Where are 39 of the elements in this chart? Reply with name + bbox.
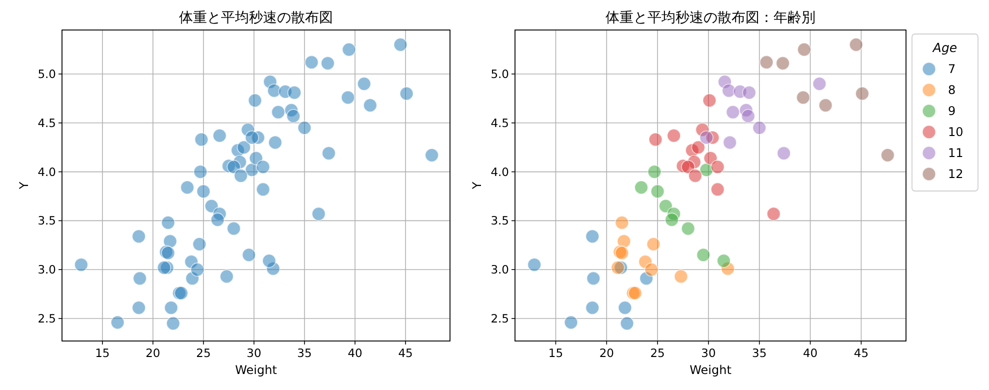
y-axis-title: Y xyxy=(470,181,484,190)
x-tick-label: 45 xyxy=(854,346,869,360)
x-tick-label: 40 xyxy=(802,346,818,360)
y-tick-label: 4.5 xyxy=(38,116,56,130)
x-tick-label: 20 xyxy=(599,346,614,360)
x-tick-label: 25 xyxy=(650,346,665,360)
y-tick-label: 4.5 xyxy=(490,116,509,130)
x-tick-label: 35 xyxy=(752,346,767,360)
legend-label: 10 xyxy=(948,125,964,139)
y-tick-label: 5.0 xyxy=(38,67,56,82)
y-tick-label: 3.5 xyxy=(38,214,56,228)
legend-label: 11 xyxy=(948,146,964,160)
x-axis-title: Weight xyxy=(235,363,278,377)
x-tick-label: 15 xyxy=(95,346,110,360)
chart-title: 体重と平均秒速の散布図 xyxy=(179,10,333,26)
y-tick-label: 3.0 xyxy=(490,262,509,277)
x-tick-label: 40 xyxy=(348,346,362,360)
legend-label: 8 xyxy=(948,83,956,97)
y-axis-title: Y xyxy=(17,181,31,190)
y-tick-label: 3.0 xyxy=(38,262,56,277)
legend-label: 12 xyxy=(948,167,964,181)
x-tick-label: 30 xyxy=(701,346,716,360)
legend-label: 7 xyxy=(948,62,956,76)
y-tick-label: 4.0 xyxy=(490,164,509,179)
chart-title: 体重と平均秒速の散布図：年齢別 xyxy=(606,10,816,26)
y-tick-label: 5.0 xyxy=(490,67,509,82)
x-tick-label: 45 xyxy=(398,346,413,360)
legend-title: Age xyxy=(932,40,958,55)
x-tick-label: 25 xyxy=(196,346,211,360)
y-tick-label: 3.5 xyxy=(490,214,509,228)
x-axis-title: Weight xyxy=(690,363,732,377)
y-tick-label: 4.0 xyxy=(38,164,56,179)
y-tick-label: 2.5 xyxy=(38,312,56,326)
x-tick-label: 15 xyxy=(548,346,564,360)
x-tick-label: 35 xyxy=(297,346,312,360)
x-tick-label: 20 xyxy=(146,346,160,360)
legend-label: 9 xyxy=(948,104,956,118)
y-tick-label: 2.5 xyxy=(490,312,509,326)
x-tick-label: 30 xyxy=(246,346,262,360)
